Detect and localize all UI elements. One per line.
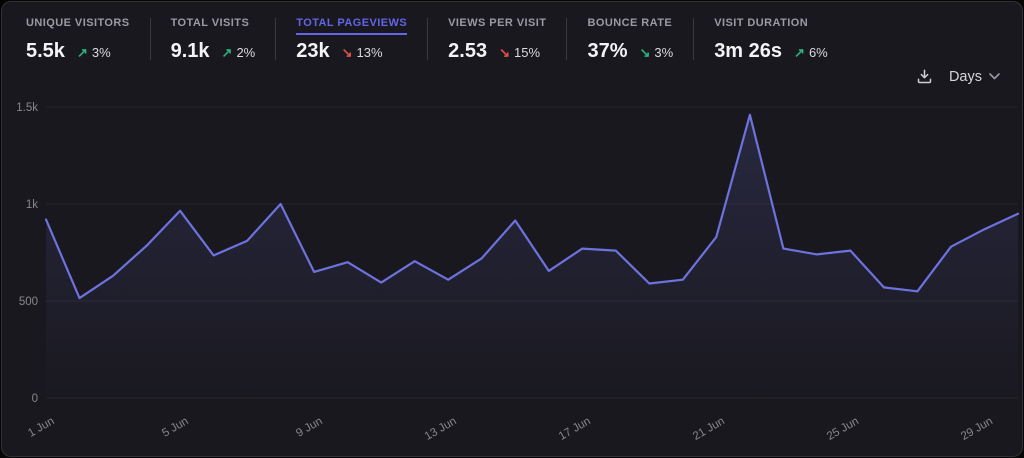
x-axis-tick: 5 Jun: [160, 415, 190, 439]
pageviews-line: [44, 113, 1020, 300]
y-axis-tick: 1.5k: [16, 102, 38, 114]
chevron-down-icon: [989, 73, 1000, 80]
metric-divider: [566, 18, 568, 60]
metric-unique-visitors[interactable]: UNIQUE VISITORS 5.5k ↗ 3%: [26, 17, 130, 63]
x-axis-tick: 9 Jun: [294, 415, 324, 439]
metric-visit-duration[interactable]: VISIT DURATION 3m 26s ↗ 6%: [714, 17, 828, 63]
metric-change: 2%: [236, 45, 256, 60]
metric-change: 13%: [356, 45, 383, 60]
metric-label: VISIT DURATION: [714, 17, 809, 29]
trend-up-icon: ↗: [794, 45, 805, 60]
trend-down-icon: ↘: [341, 45, 353, 60]
pageviews-area-chart[interactable]: 0 500 1k 1.5k 1 Jun 5 Jun 9 Jun 13 Jun 17 Jun 21 …: [2, 92, 1023, 457]
metric-value: 5.5k: [26, 40, 65, 62]
x-axis-tick: 21 Jun: [691, 415, 727, 443]
metric-value: 9.1k: [170, 40, 210, 62]
metric-label: TOTAL PAGEVIEWS: [296, 17, 408, 35]
chart-toolbar: Days: [916, 68, 1000, 85]
x-axis-tick: 25 Jun: [825, 415, 861, 443]
x-axis-tick: 1 Jun: [26, 415, 56, 439]
trend-down-icon: ↘: [639, 45, 651, 60]
y-axis-tick: 500: [19, 296, 38, 308]
metric-label: UNIQUE VISITORS: [26, 17, 130, 29]
metric-label: TOTAL VISITS: [170, 17, 250, 29]
trend-up-icon: ↗: [76, 45, 88, 60]
metric-value: 3m 26s: [714, 40, 783, 62]
metric-divider: [149, 18, 151, 60]
x-axis-tick: 13 Jun: [423, 415, 459, 443]
metric-change: 15%: [514, 45, 541, 60]
download-icon[interactable]: [916, 68, 933, 85]
metric-change: 6%: [808, 45, 828, 60]
metric-divider: [275, 18, 277, 60]
trend-up-icon: ↗: [221, 45, 233, 60]
metric-value: 37%: [587, 40, 628, 62]
metric-divider: [427, 18, 429, 60]
metric-total-pageviews[interactable]: TOTAL PAGEVIEWS 23k ↘ 13%: [296, 17, 408, 63]
metric-views-per-visit[interactable]: VIEWS PER VISIT 2.53 ↘ 15%: [448, 17, 546, 63]
x-axis-tick: 17 Jun: [557, 415, 593, 443]
interval-dropdown[interactable]: Days: [949, 69, 1000, 85]
metric-change: 3%: [91, 45, 111, 60]
y-axis-tick: 0: [32, 393, 38, 405]
area-fill: [46, 114, 1018, 399]
x-axis-tick: 29 Jun: [959, 415, 995, 443]
y-axis-tick: 1k: [26, 199, 38, 211]
metric-label: BOUNCE RATE: [587, 17, 673, 29]
interval-label: Days: [948, 68, 982, 85]
metric-total-visits[interactable]: TOTAL VISITS 9.1k ↗ 2%: [171, 17, 256, 63]
metric-label: VIEWS PER VISIT: [448, 17, 547, 29]
metric-bounce-rate[interactable]: BOUNCE RATE 37% ↘ 3%: [587, 17, 673, 63]
metric-value: 2.53: [448, 40, 488, 62]
trend-down-icon: ↘: [499, 45, 510, 60]
metric-divider: [693, 18, 695, 60]
metric-change: 3%: [654, 45, 674, 60]
metrics-header: UNIQUE VISITORS 5.5k ↗ 3% TOTAL VISITS 9…: [2, 2, 1022, 63]
metric-value: 23k: [296, 40, 330, 62]
